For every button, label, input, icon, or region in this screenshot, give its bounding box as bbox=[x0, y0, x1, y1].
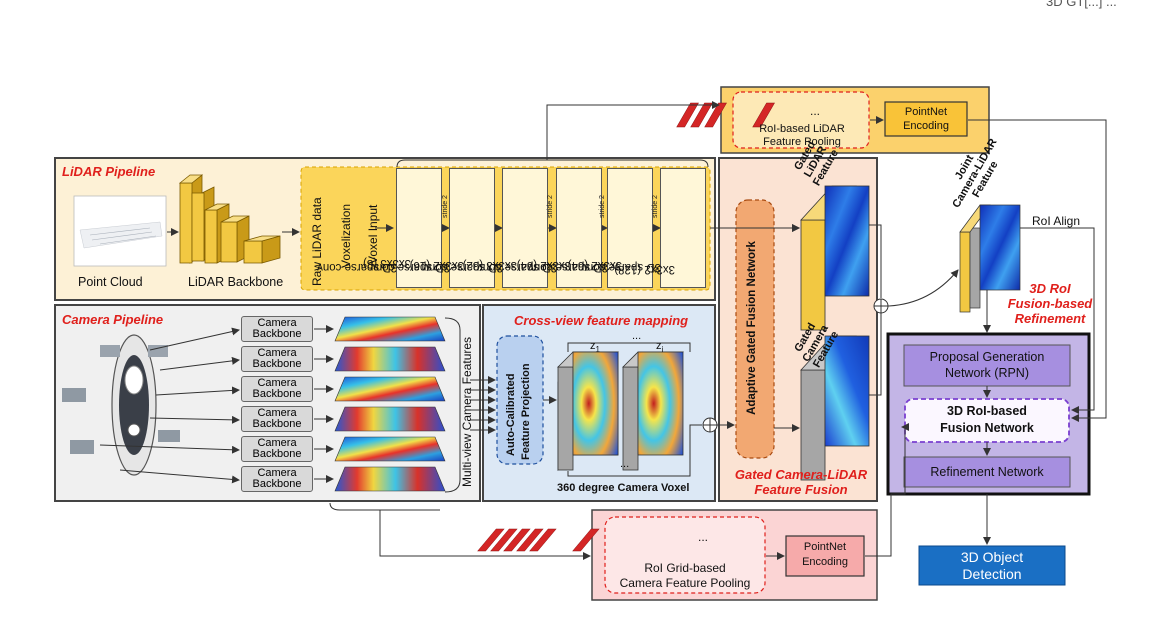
output-line2: Detection bbox=[962, 566, 1022, 582]
roi-fusion-line1: 3D RoI-based bbox=[947, 404, 1027, 418]
gated-camera-feature-map bbox=[800, 335, 870, 481]
camera-pipeline-title: Camera Pipeline bbox=[62, 312, 164, 327]
lidar-pipeline-title: LiDAR Pipeline bbox=[62, 164, 156, 179]
camera-voxel-slabs bbox=[557, 351, 684, 471]
voxel-dots-bottom: ... bbox=[620, 458, 630, 470]
point-cloud-label: Point Cloud bbox=[78, 275, 143, 289]
refine-title-2: Fusion-based bbox=[1007, 296, 1093, 311]
stride-label-1: stride 2 bbox=[442, 195, 449, 218]
z1-label: z1 bbox=[590, 340, 600, 354]
refine-title-1: 3D RoI bbox=[1029, 281, 1071, 296]
lidar-backbone-blocks bbox=[178, 174, 281, 264]
roi-grid-dots: ... bbox=[698, 530, 709, 544]
camera-backbone-1: Camera Backbone bbox=[241, 316, 313, 342]
voxel-dots-top: ... bbox=[632, 330, 642, 342]
sparse-conv-1: 3D sparse conv 3x3x3 (8) bbox=[317, 168, 442, 288]
conv-6-line2: 3x3x2 (128) bbox=[614, 263, 675, 275]
top-right-fragment: 3D GT[...] ... bbox=[1046, 0, 1117, 9]
cb4-l2: Backbone bbox=[252, 418, 302, 430]
stride-label-2: stride 2 bbox=[547, 195, 554, 218]
roi-lidar-label-2: Feature Pooling bbox=[763, 136, 841, 148]
camera-backbone-6: Camera Backbone bbox=[241, 466, 313, 492]
auto-calibrated-box bbox=[496, 335, 544, 465]
camera-backbone-2: Camera Backbone bbox=[241, 346, 313, 372]
stride-label-4: stride 2 bbox=[652, 195, 659, 218]
multiview-label: Multi-view Camera Features bbox=[460, 336, 474, 487]
pointnet-top-2: Encoding bbox=[903, 120, 949, 132]
refine-title-3: Refinement bbox=[1014, 311, 1086, 326]
rpn-line2: Network (RPN) bbox=[944, 366, 1030, 380]
roi-fusion-line2: Fusion Network bbox=[940, 421, 1034, 435]
camera-voxel-label: 360 degree Camera Voxel bbox=[557, 482, 690, 494]
gated-title-1: Gated Camera-LiDAR bbox=[734, 467, 868, 482]
sparse-conv-4: 3D sparse conv 3x3x2 (64) bbox=[477, 168, 602, 288]
point-cloud-image bbox=[73, 195, 167, 267]
camera-backbone-5: Camera Backbone bbox=[241, 436, 313, 462]
roi-grid-label-2: Camera Feature Pooling bbox=[619, 576, 751, 590]
cb2-l2: Backbone bbox=[252, 358, 302, 370]
cb2-l1: Camera bbox=[257, 347, 297, 359]
sparse-conv-6: 3D sparse conv 3x3x2 (128) bbox=[581, 168, 706, 288]
adaptive-gated-box bbox=[735, 199, 775, 459]
cb3-l2: Backbone bbox=[252, 388, 302, 400]
auto-calibrated-1: Auto-Calibrated bbox=[505, 373, 517, 457]
zi-sub: i bbox=[661, 345, 664, 355]
cb1-l2: Backbone bbox=[252, 328, 302, 340]
zi-label: zi bbox=[656, 340, 663, 354]
output-line1: 3D Object bbox=[960, 549, 1024, 565]
cb6-l1: Camera bbox=[257, 467, 297, 479]
camera-backbone-4: Camera Backbone bbox=[241, 406, 313, 432]
cb3-l1: Camera bbox=[257, 377, 297, 389]
roi-grid-label-1: RoI Grid-based bbox=[644, 561, 726, 575]
cb4-l1: Camera bbox=[257, 407, 297, 419]
adaptive-gated-label: Adaptive Gated Fusion Network bbox=[746, 241, 758, 415]
pointnet-bottom-2: Encoding bbox=[802, 556, 848, 568]
voxelization-label: Voxelization bbox=[339, 203, 353, 268]
sparse-conv-2: 3D sparse conv 3x3x2 (16) bbox=[370, 168, 495, 288]
joint-feature-map bbox=[959, 204, 1021, 313]
crossview-title: Cross-view feature mapping bbox=[514, 313, 689, 328]
camera-backbone-3: Camera Backbone bbox=[241, 376, 313, 402]
pointnet-top-1: PointNet bbox=[904, 106, 948, 118]
cb5-l2: Backbone bbox=[252, 448, 302, 460]
rpn-line1: Proposal Generation bbox=[929, 350, 1045, 364]
gated-title-2: Feature Fusion bbox=[754, 482, 848, 497]
refinement-network: Refinement Network bbox=[930, 465, 1044, 479]
auto-calibrated-2: Feature Projection bbox=[520, 363, 532, 460]
roi-align-label: RoI Align bbox=[1032, 214, 1081, 228]
gated-lidar-feature-map bbox=[800, 185, 870, 331]
cb1-l1: Camera bbox=[257, 317, 297, 329]
pointnet-bottom-1: PointNet bbox=[803, 541, 847, 553]
z1-sub: 1 bbox=[595, 345, 600, 355]
cb5-l1: Camera bbox=[257, 437, 297, 449]
stride-label-3: stride 2 bbox=[599, 195, 606, 218]
sparse-conv-5: 3D sparse conv 3x3x2 (64) bbox=[528, 168, 653, 288]
lidar-backbone-label: LiDAR Backbone bbox=[188, 275, 284, 289]
camera-feature-maps bbox=[334, 316, 446, 492]
cb6-l2: Backbone bbox=[252, 478, 302, 490]
zi-z: z bbox=[656, 340, 662, 352]
z1-z: z bbox=[590, 340, 596, 352]
roi-lidar-label-1: RoI-based LiDAR bbox=[759, 123, 845, 135]
car-image bbox=[62, 334, 180, 476]
sparse-conv-3: 3D sparse conv 3x3x3 (32) bbox=[423, 168, 548, 288]
roi-lidar-dots: ... bbox=[810, 104, 821, 118]
